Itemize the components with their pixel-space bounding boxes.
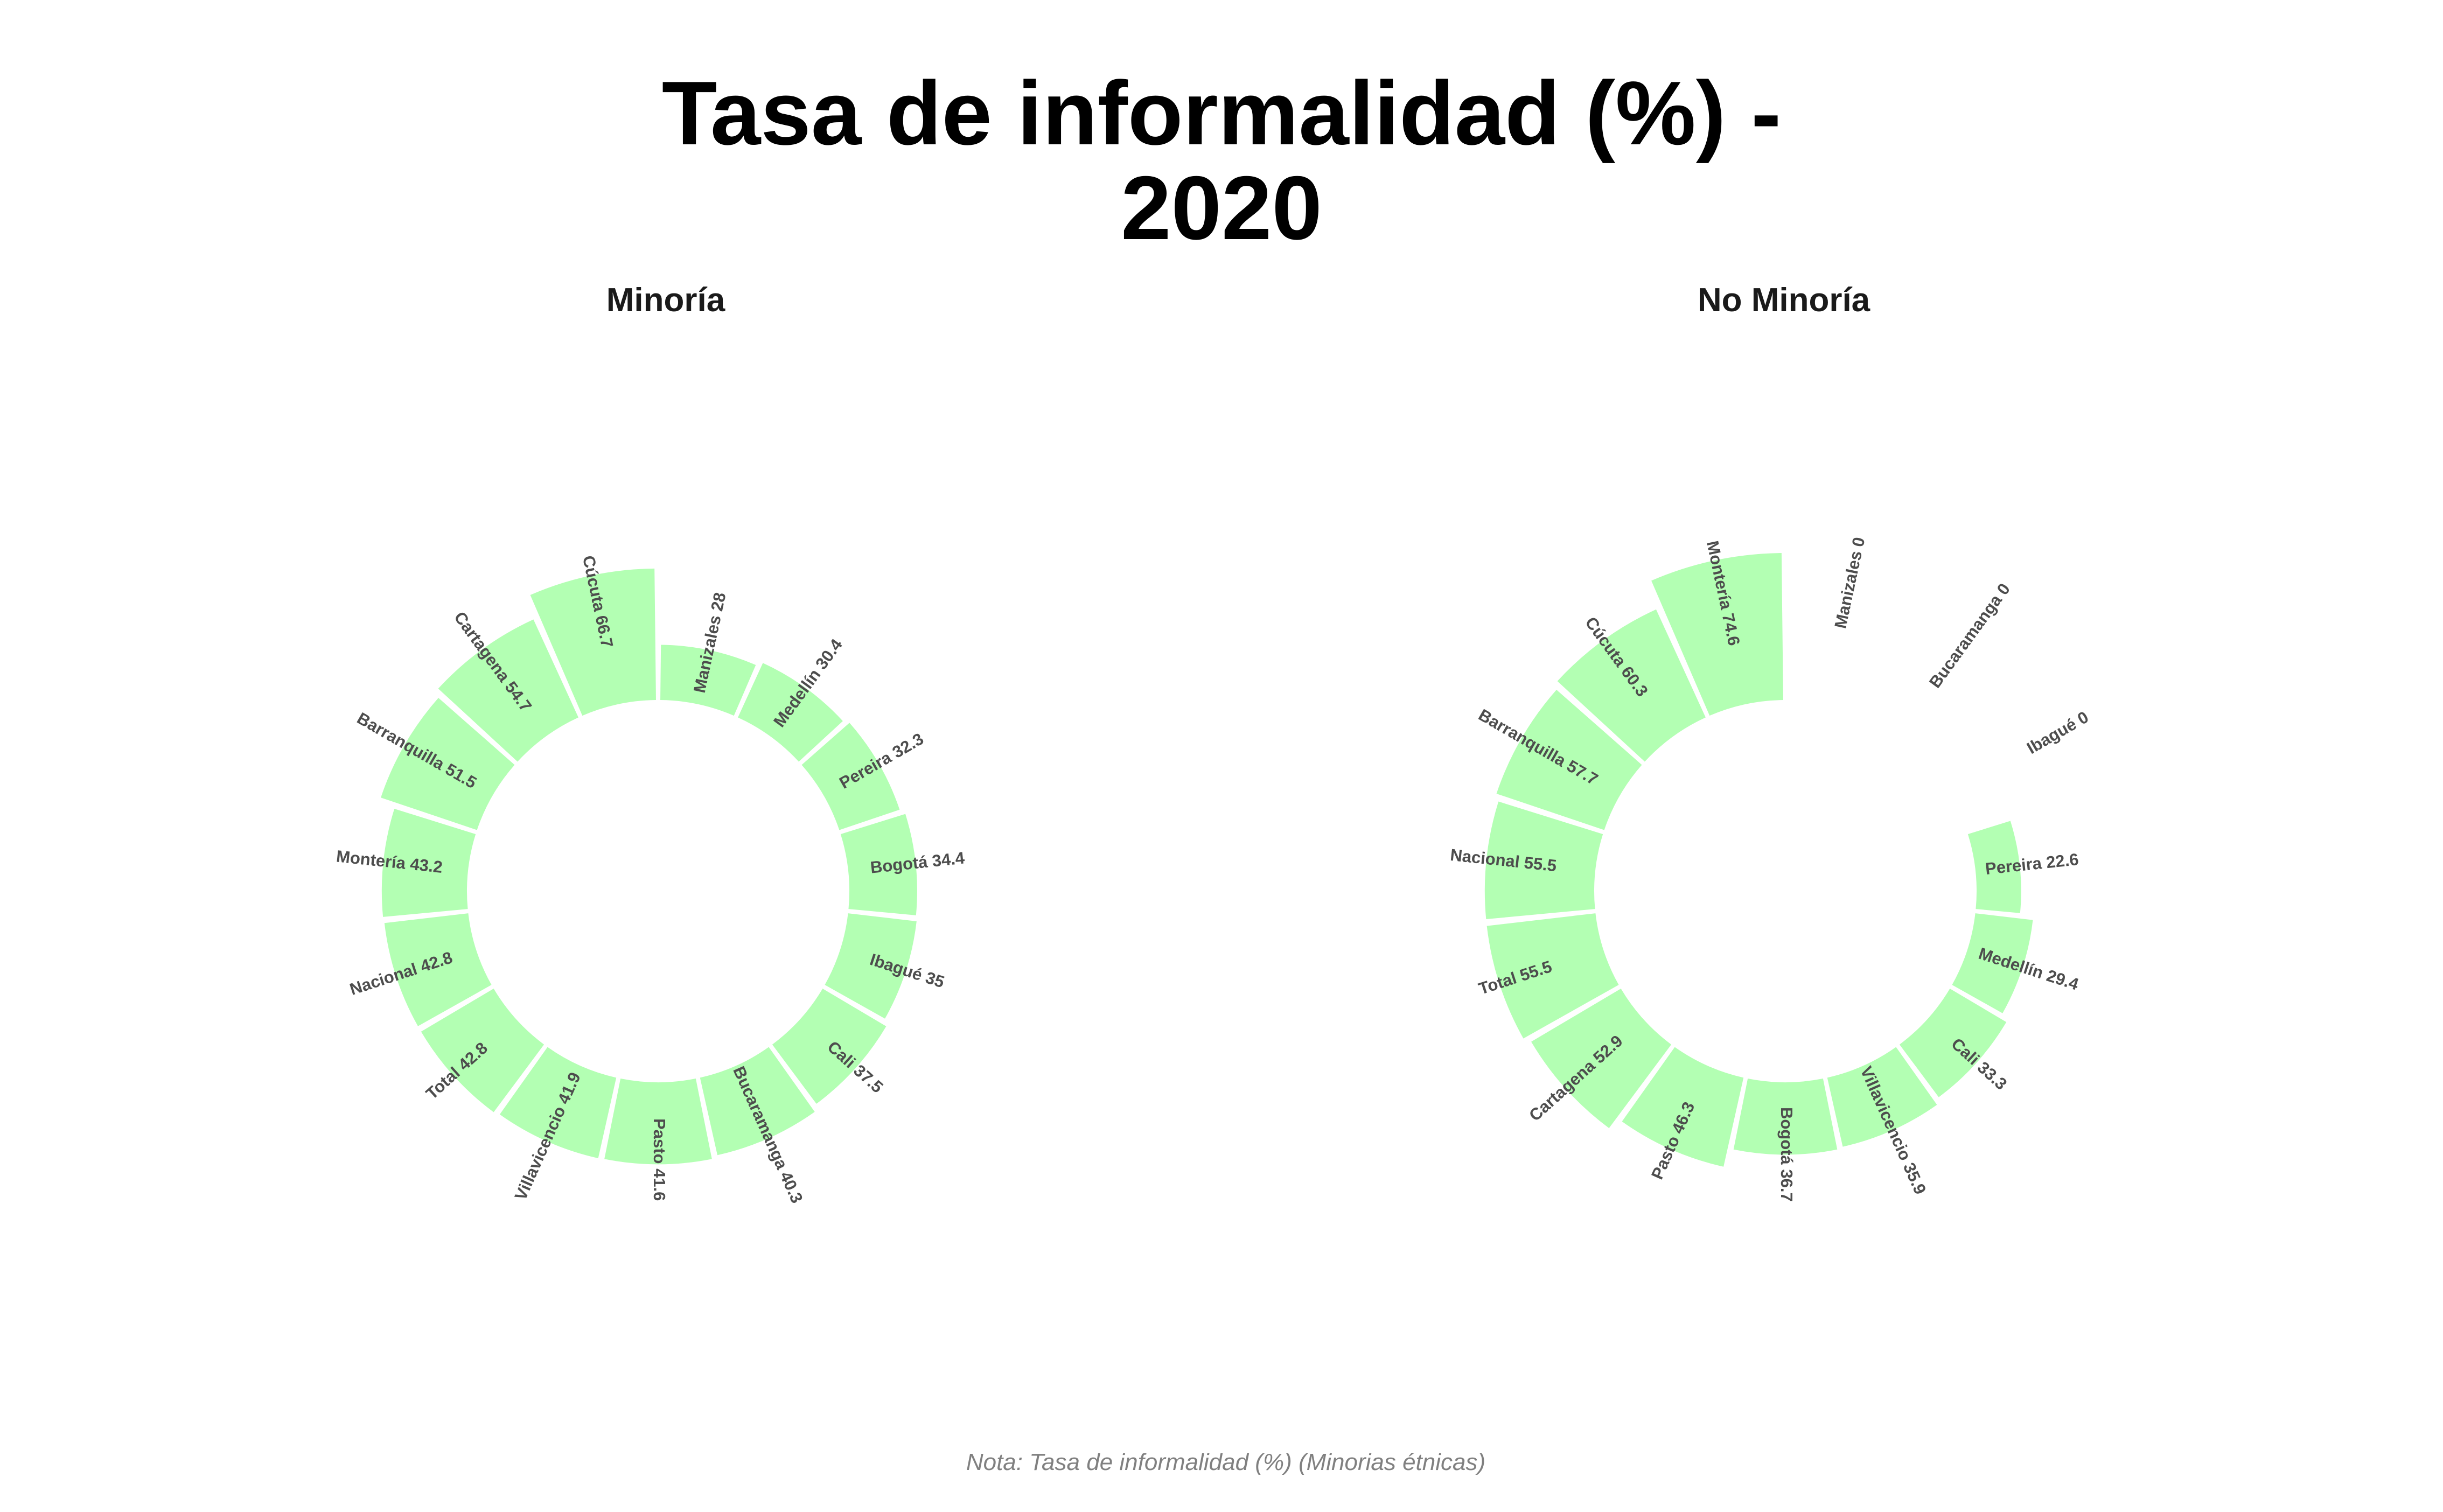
bar-nacional: [384, 913, 492, 1026]
panel-title-no-minoria: No Minoría: [1698, 282, 1870, 319]
bar-pereira: [1967, 821, 2021, 913]
bar-villavicencio: [1827, 1047, 1937, 1147]
bar-monteria: [1651, 553, 1783, 716]
chart-title-line-1: Tasa de informalidad (%) -: [662, 62, 1782, 164]
bar-cucuta: [530, 568, 656, 716]
bar-bogota: [1733, 1079, 1838, 1155]
bar-barranquilla: [1496, 689, 1642, 830]
bar-pasto: [1622, 1047, 1744, 1167]
bar-ibague: [825, 913, 917, 1019]
bar-cartagena: [1531, 988, 1672, 1129]
label-ibague: Ibagué 0: [2023, 708, 2091, 758]
bar-nacional: [1484, 801, 1603, 920]
bar-medellin: [1952, 913, 2033, 1013]
label-manizales: Manizales 0: [1831, 535, 1868, 630]
bar-villavicencio: [499, 1047, 617, 1159]
bar-pasto: [604, 1079, 712, 1165]
chart-title-line-2: 2020: [1121, 157, 1322, 258]
bar-bucaramanga: [700, 1047, 815, 1156]
bar-bogota: [840, 814, 917, 915]
bar-cartagena: [438, 619, 578, 762]
bar-cali: [1899, 988, 2007, 1097]
panel-no-minoria: No Minoría Manizales 0 Bucaramanga 0Ibagu…: [1449, 282, 2092, 1202]
bar-cali: [772, 988, 887, 1104]
bar-medellin: [738, 663, 843, 762]
bar-total: [421, 988, 545, 1112]
bar-manizales: [660, 645, 756, 716]
panel-minoria: Minoría Manizales 28 Medellín 30.4Pereira…: [336, 282, 966, 1206]
bar-barranquilla: [381, 697, 515, 830]
chart-caption: Nota: Tasa de informalidad (%) (Minorias…: [966, 1449, 1485, 1475]
bar-monteria: [381, 808, 476, 917]
label-bogota: Bogotá 36.7: [1777, 1107, 1796, 1202]
label-bucaramanga: Bucaramanga 0: [1925, 580, 2014, 691]
bar-total: [1486, 913, 1619, 1039]
label-pasto: Pasto 41.6: [650, 1118, 669, 1201]
panel-no-minoria-bars: [1484, 553, 2033, 1167]
bar-cucuta: [1557, 609, 1706, 762]
panel-title-minoria: Minoría: [606, 282, 725, 319]
panel-minoria-bars: [381, 568, 917, 1165]
bar-pereira: [801, 723, 900, 830]
